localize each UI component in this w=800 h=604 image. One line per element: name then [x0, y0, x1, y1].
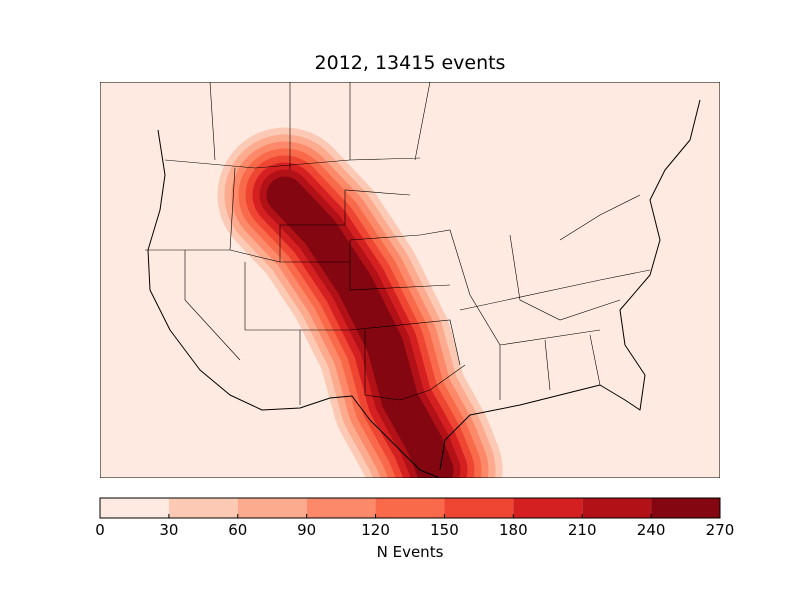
colorbar-tick-label: 270	[706, 521, 735, 539]
border	[145, 82, 651, 405]
colorbar-frame	[99, 497, 721, 519]
map-title: 2012, 13415 events	[315, 52, 506, 74]
colorbar-tick-label: 240	[637, 521, 666, 539]
coastline	[147, 99, 701, 478]
colorbar-tick-label: 180	[499, 521, 528, 539]
colorbar-segment	[582, 498, 652, 518]
boundaries	[100, 82, 720, 478]
colorbar-tick-label: 120	[361, 521, 390, 539]
colorbar: 0 30 60 90 120 150 180 210 240 270	[95, 497, 735, 539]
colorbar-segment	[444, 498, 514, 518]
colorbar-segment	[375, 498, 445, 518]
colorbar-segment	[100, 498, 169, 518]
colorbar-segment	[306, 498, 376, 518]
colorbar-tick-label: 150	[430, 521, 459, 539]
colorbar-label: N Events	[377, 543, 444, 561]
colorbar-segment	[651, 498, 720, 518]
colorbar-segment	[513, 498, 583, 518]
density-contours	[217, 127, 503, 478]
colorbar-tick-label: 30	[159, 521, 178, 539]
contour-band	[266, 176, 454, 478]
colorbar-segment	[168, 498, 238, 518]
colorbar-tick-label: 210	[568, 521, 597, 539]
colorbar-segment	[237, 498, 307, 518]
colorbar-tick-label: 60	[228, 521, 247, 539]
colorbar-tick-label: 0	[95, 521, 105, 539]
colorbar-tick-label: 90	[297, 521, 316, 539]
